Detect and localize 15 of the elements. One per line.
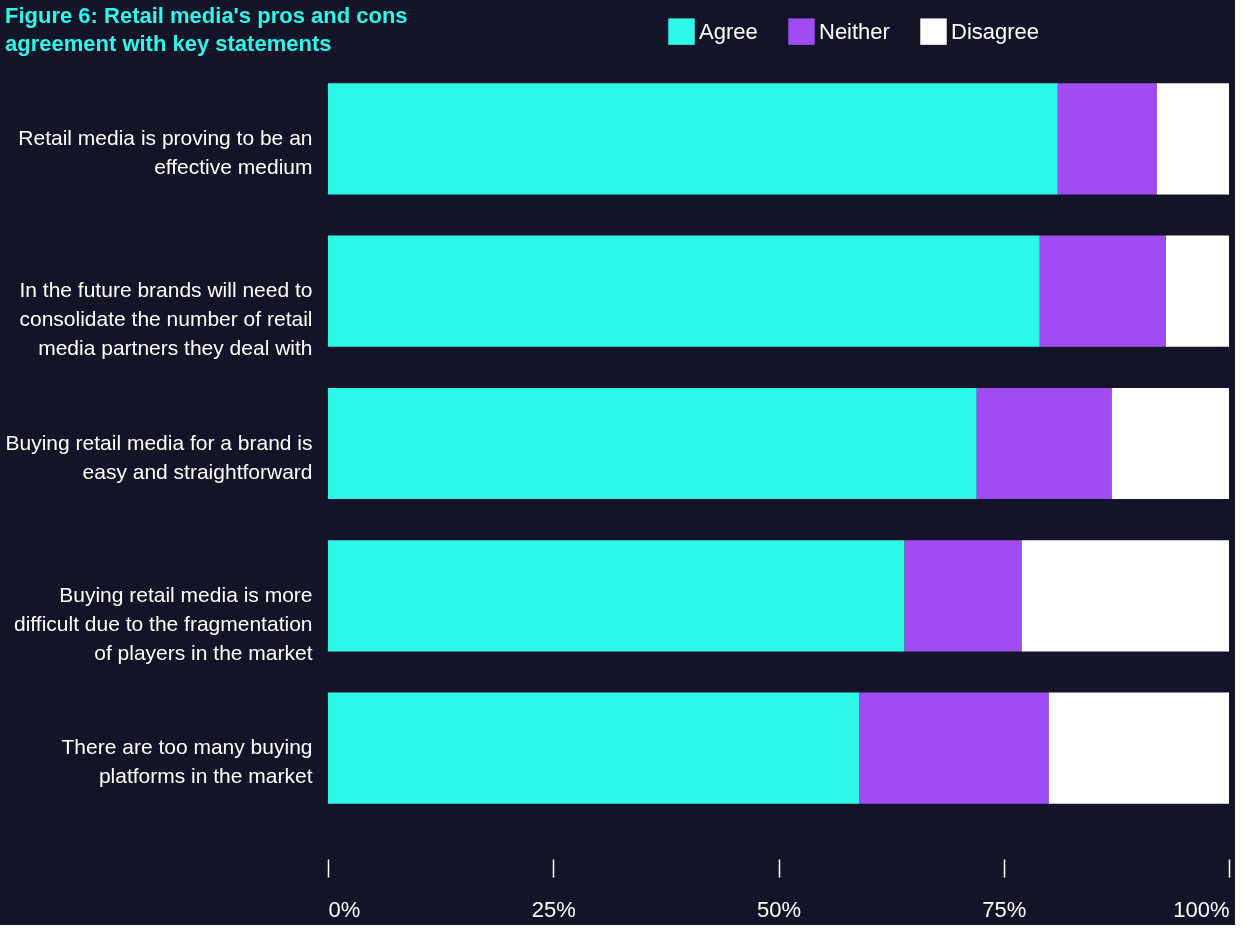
- x-tick-label: 0%: [328, 896, 361, 922]
- legend-label: Neither: [819, 18, 890, 44]
- x-tick-label: 25%: [531, 896, 576, 922]
- x-tick-label: 75%: [982, 896, 1027, 922]
- x-tick-label: 50%: [756, 896, 802, 922]
- x-tick-label: 100%: [1173, 896, 1230, 922]
- y-tick-label: Buying retail media is more difficult due to the fragmentation of players in the market: [14, 582, 313, 664]
- legend-label: Disagree: [951, 18, 1040, 44]
- text: Figure 6: Retail media's pros and cons: [5, 3, 408, 28]
- y-tick-label: In the future brands will need to consolidate the number of retail media partners they deal with: [19, 278, 313, 360]
- y-tick-label: Buying retail media for a brand is easy and straightforward: [5, 430, 313, 483]
- y-tick-label: There are too many buying platforms in the market: [61, 735, 313, 788]
- legend-label: Agree: [699, 18, 758, 44]
- y-tick-label: Retail media is proving to be an effective medium: [18, 125, 313, 178]
- text: agreement with key statements: [5, 31, 332, 56]
